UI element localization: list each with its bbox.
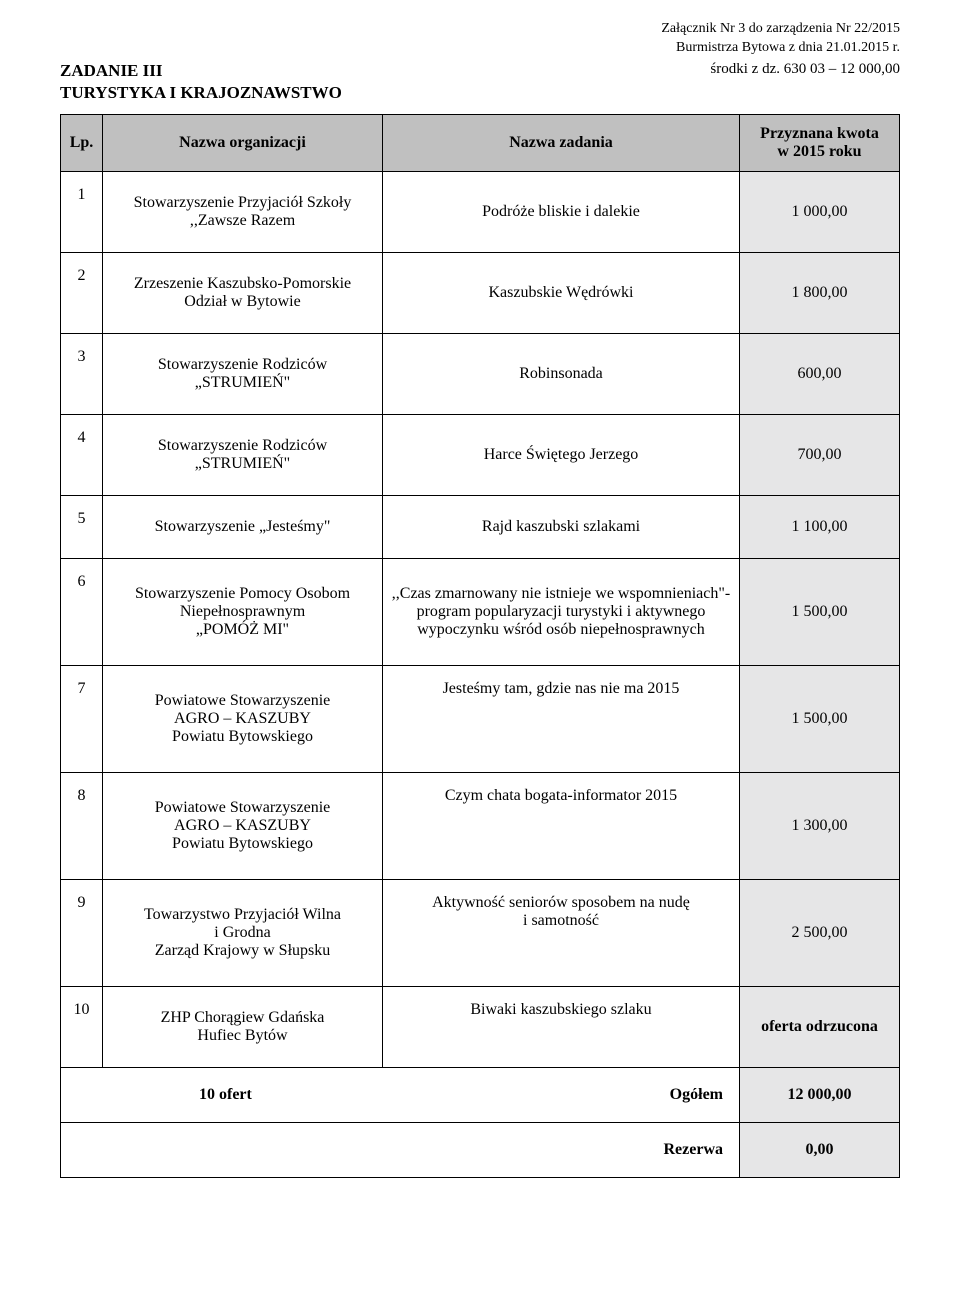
cell-amt: 1 300,00 [740,772,900,879]
cell-org: Stowarzyszenie „Jesteśmy" [103,495,383,558]
title-row: ZADANIE III TURYSTYKA I KRAJOZNAWSTWO śr… [60,60,900,104]
col-amt-l2: w 2015 roku [777,143,861,160]
cell-lp: 9 [61,879,103,986]
cell-org: ZHP Chorągiew GdańskaHufiec Bytów [103,986,383,1067]
col-zad: Nazwa zadania [383,114,740,171]
cell-amt: 1 100,00 [740,495,900,558]
table-row: 6 Stowarzyszenie Pomocy OsobomNiepełnosp… [61,558,900,665]
cell-zad: Rajd kaszubski szlakami [383,495,740,558]
cell-amt: 1 000,00 [740,171,900,252]
cell-amt: 700,00 [740,414,900,495]
col-amt-l1: Przyznana kwota [760,125,879,142]
table-row: 10 ZHP Chorągiew GdańskaHufiec Bytów Biw… [61,986,900,1067]
funds-line: środki z dz. 630 03 – 12 000,00 [710,60,900,78]
cell-amt: 1 800,00 [740,252,900,333]
table-header-row: Lp. Nazwa organizacji Nazwa zadania Przy… [61,114,900,171]
cell-zad: Kaszubskie Wędrówki [383,252,740,333]
table-row: 5 Stowarzyszenie „Jesteśmy" Rajd kaszubs… [61,495,900,558]
cell-lp: 8 [61,772,103,879]
cell-zad: ,,Czas zmarnowany nie istnieje we wspomn… [383,558,740,665]
task-title: ZADANIE III TURYSTYKA I KRAJOZNAWSTWO [60,60,342,104]
cell-lp: 1 [61,171,103,252]
attachment-line-1: Załącznik Nr 3 do zarządzenia Nr 22/2015 [661,21,900,36]
task-line-1: ZADANIE III [60,61,163,80]
cell-org: Stowarzyszenie Przyjaciół Szkoły,,Zawsze… [103,171,383,252]
cell-zad: Podróże bliskie i dalekie [383,171,740,252]
cell-org: Stowarzyszenie Rodziców„STRUMIEŃ" [103,333,383,414]
cell-zad: Aktywność seniorów sposobem na nudęi sam… [383,879,740,986]
table-row: 2 Zrzeszenie Kaszubsko-PomorskieOdział w… [61,252,900,333]
attachment-line-2: Burmistrza Bytowa z dnia 21.01.2015 r. [676,40,900,55]
table-row: 1 Stowarzyszenie Przyjaciół Szkoły,,Zaws… [61,171,900,252]
reserve-label: Rezerwa [663,1141,723,1158]
cell-lp: 3 [61,333,103,414]
cell-zad: Biwaki kaszubskiego szlaku [383,986,740,1067]
cell-org: Towarzystwo Przyjaciół Wilnai GrodnaZarz… [103,879,383,986]
attachment-header: Załącznik Nr 3 do zarządzenia Nr 22/2015… [60,20,900,58]
cell-zad: Jesteśmy tam, gdzie nas nie ma 2015 [383,665,740,772]
cell-org: Zrzeszenie Kaszubsko-PomorskieOdział w B… [103,252,383,333]
col-amt: Przyznana kwota w 2015 roku [740,114,900,171]
page: Załącznik Nr 3 do zarządzenia Nr 22/2015… [0,0,960,1218]
reserve-label-cell: Rezerwa [61,1122,740,1177]
cell-zad: Harce Świętego Jerzego [383,414,740,495]
cell-org: Powiatowe StowarzyszenieAGRO – KASZUBYPo… [103,665,383,772]
col-org: Nazwa organizacji [103,114,383,171]
grants-table: Lp. Nazwa organizacji Nazwa zadania Przy… [60,114,900,1178]
cell-lp: 7 [61,665,103,772]
cell-lp: 2 [61,252,103,333]
summary-total-row: 10 ofert Ogółem 12 000,00 [61,1067,900,1122]
table-row: 4 Stowarzyszenie Rodziców„STRUMIEŃ" Harc… [61,414,900,495]
cell-zad: Robinsonada [383,333,740,414]
cell-lp: 5 [61,495,103,558]
cell-amt: 2 500,00 [740,879,900,986]
total-value: 12 000,00 [740,1067,900,1122]
table-row: 8 Powiatowe StowarzyszenieAGRO – KASZUBY… [61,772,900,879]
reserve-value: 0,00 [740,1122,900,1177]
cell-lp: 10 [61,986,103,1067]
table-row: 7 Powiatowe StowarzyszenieAGRO – KASZUBY… [61,665,900,772]
summary-total-label-cell: 10 ofert Ogółem [61,1067,740,1122]
total-label: Ogółem [670,1086,723,1103]
task-line-2: TURYSTYKA I KRAJOZNAWSTWO [60,83,342,102]
col-lp: Lp. [61,114,103,171]
cell-lp: 4 [61,414,103,495]
table-row: 3 Stowarzyszenie Rodziców„STRUMIEŃ" Robi… [61,333,900,414]
cell-zad: Czym chata bogata-informator 2015 [383,772,740,879]
summary-reserve-row: Rezerwa 0,00 [61,1122,900,1177]
cell-org: Stowarzyszenie Pomocy OsobomNiepełnospra… [103,558,383,665]
cell-amt: oferta odrzucona [740,986,900,1067]
cell-amt: 1 500,00 [740,665,900,772]
cell-org: Stowarzyszenie Rodziców„STRUMIEŃ" [103,414,383,495]
table-row: 9 Towarzystwo Przyjaciół Wilnai GrodnaZa… [61,879,900,986]
cell-org: Powiatowe StowarzyszenieAGRO – KASZUBYPo… [103,772,383,879]
cell-amt: 600,00 [740,333,900,414]
offers-count: 10 ofert [69,1086,252,1104]
cell-lp: 6 [61,558,103,665]
cell-amt: 1 500,00 [740,558,900,665]
